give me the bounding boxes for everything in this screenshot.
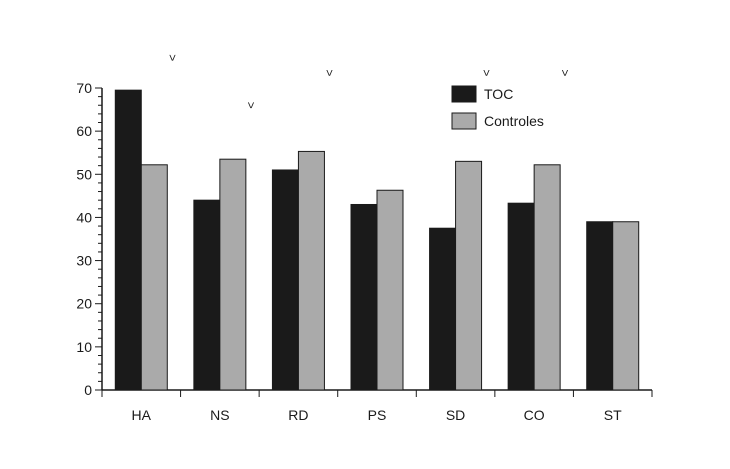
bar-controles-sd	[455, 160, 483, 391]
x-tick-label: RD	[288, 407, 308, 423]
y-tick-label: 10	[76, 339, 92, 355]
legend-label-controles: Controles	[484, 113, 544, 129]
x-tick-label: SD	[446, 407, 465, 423]
y-tick-label: 30	[76, 253, 92, 269]
x-tick-label: CO	[524, 407, 545, 423]
legend: TOC Controles	[451, 85, 544, 130]
y-axis: 0 10 20 30 40 50 60 70	[76, 80, 103, 398]
bar-toc-sd	[429, 227, 457, 391]
bar-controles-co	[533, 164, 561, 391]
bar-controles-ps	[376, 189, 404, 391]
y-tick-label: 50	[76, 166, 92, 182]
bar-toc-ha	[114, 89, 142, 391]
y-tick-label: 70	[76, 80, 92, 96]
bar-controles-ns	[219, 158, 247, 391]
x-tick-label: HA	[132, 407, 152, 423]
bar-toc-rd	[271, 169, 299, 391]
significance-mark-ns: >	[244, 102, 258, 109]
bar-toc-ns	[193, 199, 221, 391]
bar-controles-rd	[297, 150, 325, 391]
significance-mark-rd: >	[322, 69, 336, 76]
x-tick-label: NS	[210, 407, 229, 423]
bar-toc-ps	[350, 203, 378, 391]
x-tick-label: PS	[368, 407, 387, 423]
significance-mark-sd: >	[480, 69, 494, 76]
significance-mark-ha: >	[165, 54, 179, 61]
bar-toc-st	[586, 221, 614, 391]
y-tick-label: 40	[76, 209, 92, 225]
bar-controles-st	[612, 221, 640, 391]
y-tick-label: 0	[84, 382, 92, 398]
bar-controles-ha	[140, 164, 168, 391]
y-tick-label: 60	[76, 123, 92, 139]
bars-group	[114, 89, 640, 391]
x-axis: HA NS RD PS SD CO ST	[101, 389, 653, 423]
bar-toc-co	[507, 202, 535, 391]
legend-swatch-controles	[451, 112, 477, 130]
significance-mark-co: >	[558, 69, 572, 76]
x-tick-label: ST	[604, 407, 622, 423]
legend-swatch-toc	[451, 85, 477, 103]
legend-label-toc: TOC	[484, 86, 513, 102]
y-tick-label: 20	[76, 296, 92, 312]
significance-marks: > > > > >	[165, 54, 572, 108]
